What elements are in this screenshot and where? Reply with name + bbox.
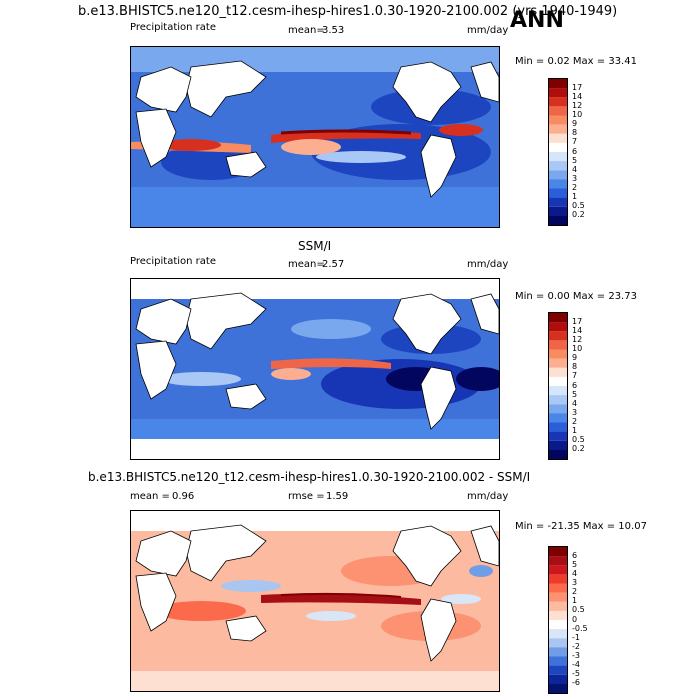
panel1-colorbar	[548, 78, 568, 226]
panel1-units: mm/day	[467, 25, 509, 36]
cbar-tick: 3	[572, 408, 578, 417]
cbar-tick: 0.5	[572, 201, 585, 210]
cbar-tick: -5	[572, 669, 580, 678]
season-label: ANN	[510, 8, 564, 33]
panel2-minmax: Min = 0.00 Max = 23.73	[515, 291, 637, 302]
panel3-rmse-value: 1.59	[326, 491, 349, 502]
panel2-mean-value: 2.57	[322, 259, 345, 270]
panel1-map	[130, 46, 500, 228]
panel3-mean-label: mean =	[130, 491, 170, 502]
panel1-title: b.e13.BHISTC5.ne120_t12.cesm-ihesp-hires…	[78, 4, 618, 19]
panel3-map-svg	[131, 511, 499, 691]
panel2-title: SSM/I	[298, 239, 332, 253]
cbar-tick: -0.5	[572, 624, 588, 633]
cbar-tick: -4	[572, 660, 580, 669]
cbar-tick: 8	[572, 362, 578, 371]
cbar-tick: 0.5	[572, 435, 585, 444]
cbar-tick: 6	[572, 147, 578, 156]
panel3-minmax: Min = -21.35 Max = 10.07	[515, 521, 647, 532]
cbar-tick: 4	[572, 569, 578, 578]
panel1-variable: Precipitation rate	[130, 22, 216, 33]
cbar-tick: 5	[572, 560, 578, 569]
panel2-colorbar	[548, 312, 568, 460]
cbar-tick: -1	[572, 633, 580, 642]
cbar-tick: 5	[572, 390, 578, 399]
panel3-colorbar-svg	[549, 547, 567, 693]
cbar-tick: 0	[572, 615, 578, 624]
cbar-tick: 10	[572, 344, 583, 353]
cbar-tick: 0.2	[572, 210, 585, 219]
cbar-tick: 10	[572, 110, 583, 119]
cbar-tick: 1	[572, 426, 578, 435]
panel2-mean-label: mean=	[288, 259, 325, 270]
panel1-minmax: Min = 0.02 Max = 33.41	[515, 56, 637, 67]
panel2-units: mm/day	[467, 259, 509, 270]
cbar-tick: 0.5	[572, 605, 585, 614]
panel3-map	[130, 510, 500, 692]
cbar-tick: 1	[572, 596, 578, 605]
cbar-tick: 5	[572, 156, 578, 165]
panel2-map-svg	[131, 279, 499, 459]
panel3-units: mm/day	[467, 491, 509, 502]
cbar-tick: 17	[572, 83, 583, 92]
panel1-mean-value: 3.53	[322, 25, 345, 36]
cbar-tick: 14	[572, 92, 583, 101]
panel1-map-svg	[131, 47, 499, 227]
cbar-tick: 9	[572, 119, 578, 128]
panel2-map	[130, 278, 500, 460]
cbar-tick: 1	[572, 192, 578, 201]
cbar-tick: 2	[572, 417, 578, 426]
panel2-variable: Precipitation rate	[130, 256, 216, 267]
cbar-tick: 6	[572, 551, 578, 560]
panel1-colorbar-svg	[549, 79, 567, 225]
cbar-tick: 3	[572, 578, 578, 587]
cbar-tick: 4	[572, 399, 578, 408]
cbar-tick: -2	[572, 642, 580, 651]
cbar-tick: 4	[572, 165, 578, 174]
cbar-tick: -3	[572, 651, 580, 660]
panel3-colorbar	[548, 546, 568, 694]
cbar-tick: 7	[572, 137, 578, 146]
cbar-tick: 17	[572, 317, 583, 326]
cbar-tick: 14	[572, 326, 583, 335]
cbar-tick: 9	[572, 353, 578, 362]
cbar-tick: 2	[572, 587, 578, 596]
panel3-mean-value: 0.96	[172, 491, 195, 502]
cbar-tick: 6	[572, 381, 578, 390]
cbar-tick: 3	[572, 174, 578, 183]
cbar-tick: 2	[572, 183, 578, 192]
panel3-title: b.e13.BHISTC5.ne120_t12.cesm-ihesp-hires…	[88, 470, 531, 484]
cbar-tick: 12	[572, 101, 583, 110]
panel1-mean-label: mean=	[288, 25, 325, 36]
panel3-rmse-label: rmse =	[288, 491, 325, 502]
panel2-colorbar-svg	[549, 313, 567, 459]
cbar-tick: 12	[572, 335, 583, 344]
cbar-tick: 8	[572, 128, 578, 137]
cbar-tick: 7	[572, 371, 578, 380]
cbar-tick: -6	[572, 678, 580, 687]
cbar-tick: 0.2	[572, 444, 585, 453]
